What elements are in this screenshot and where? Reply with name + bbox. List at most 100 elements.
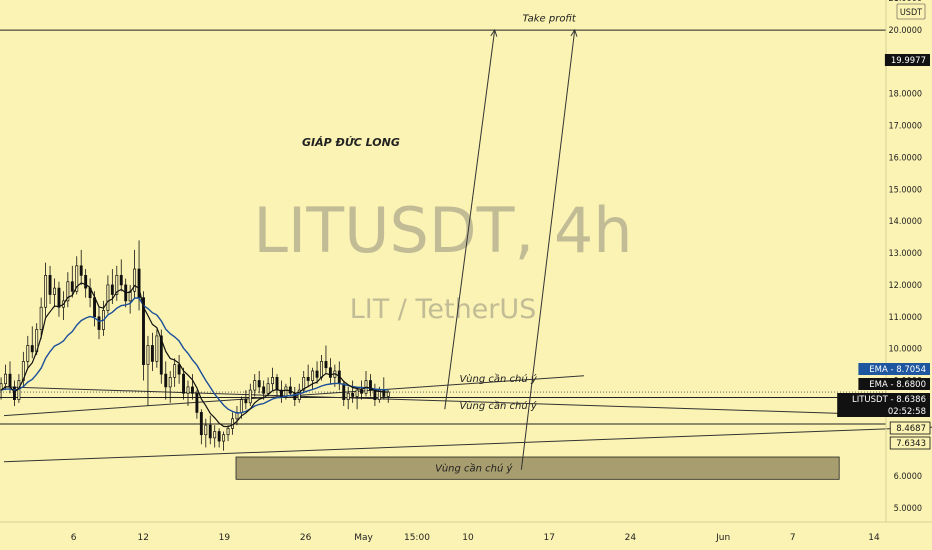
price-tag-box (884, 54, 930, 66)
candle-body (253, 380, 257, 391)
candle-body (8, 373, 12, 388)
candle-body (168, 376, 172, 388)
candle-body (79, 265, 83, 276)
candle-body (150, 345, 154, 362)
chart-annotation: Vùng cần chú ý (460, 400, 538, 412)
candle-body (386, 391, 390, 397)
price-tag-box (858, 378, 930, 390)
ema-blue-line (0, 297, 389, 414)
candle-body (248, 389, 252, 404)
candle-body (48, 275, 52, 295)
x-tick-label: May (354, 533, 373, 543)
x-tick-label: 17 (543, 533, 554, 543)
candle-body (360, 389, 364, 394)
candle-body (217, 431, 221, 442)
currency-label[interactable]: USDT (896, 3, 926, 20)
candle-body (266, 383, 270, 394)
candle-body (39, 306, 43, 330)
y-tick-label: 10.0000 (889, 345, 922, 355)
chart-annotation: Vùng cần chú ý (460, 373, 538, 385)
candle-body (84, 275, 88, 289)
price-tag: LITUSDT - 8.6386 02:52:58 (837, 393, 930, 417)
candle-body (4, 373, 7, 385)
attention-zone (235, 456, 840, 480)
author-label: GIÁP ĐỨC LONG (302, 136, 400, 149)
ema-lines (0, 282, 389, 428)
price-tag-label: 19.9977 (891, 56, 926, 66)
x-tick-label: 19 (219, 533, 231, 543)
candle-body (239, 399, 243, 413)
candle-body (173, 364, 177, 378)
candle-body (191, 386, 194, 394)
price-tag-label: 8.4687 (896, 424, 926, 434)
candle-body (75, 265, 79, 292)
candle-body (382, 389, 386, 397)
x-tick-label: 15:00 (404, 533, 430, 543)
candle-body (204, 424, 208, 436)
price-tag-box (858, 363, 930, 375)
candle-body (297, 389, 301, 401)
candle-body (226, 427, 230, 436)
candle-body (106, 284, 110, 311)
candle-body (280, 389, 283, 397)
candle-body (324, 361, 328, 369)
x-tick-label: 26 (300, 533, 312, 543)
y-tick-label: 21.0000 (889, 0, 922, 4)
arrow-line (520, 29, 576, 470)
trend-line (3, 386, 909, 417)
candle-body (262, 386, 266, 394)
candle-body (30, 345, 34, 353)
arrow-head (570, 28, 578, 37)
candle-body (146, 345, 150, 365)
x-tick-label: 10 (462, 533, 474, 543)
countdown-label: 02:52:58 (888, 407, 926, 417)
candle-body (133, 268, 137, 292)
candle-body (315, 370, 319, 378)
trend-line (3, 426, 932, 463)
candle-body (195, 392, 199, 413)
candle-body (53, 287, 56, 295)
annotations: Take profit Vùng cần chú ý Vùng cần chú ý V… (435, 13, 577, 474)
candle-body (373, 389, 377, 401)
candle-body (17, 380, 21, 401)
candle-body (302, 376, 306, 391)
candle-body (115, 275, 119, 295)
price-tag: EMA - 8.6800 (858, 378, 930, 390)
y-tick-label: 16.0000 (889, 153, 922, 163)
arrow-line (444, 29, 496, 410)
candle-body (355, 389, 359, 397)
candle-body (182, 373, 185, 394)
zone-layer (235, 456, 840, 480)
candle-body (199, 412, 203, 436)
x-tick-label: 14 (868, 533, 880, 543)
candle-body (57, 287, 61, 308)
x-tick-label: 24 (625, 533, 637, 543)
price-tag-box (837, 393, 930, 417)
candle-body (257, 380, 261, 388)
chart-annotation: Vùng cần chú ý (435, 462, 513, 474)
y-tick-label: 15.0000 (889, 185, 922, 195)
candle-body (44, 275, 48, 308)
price-tag-label: EMA - 8.7054 (869, 365, 926, 375)
ema-black-line (0, 282, 389, 428)
time-axis[interactable]: 6 12 19 26 May 15:00 10 17 24 Jun 7 14 (0, 521, 932, 543)
y-tick-label: 13.0000 (889, 249, 922, 259)
price-tag: 8.4687 (889, 421, 931, 435)
candle-body (119, 275, 123, 286)
candle-body (13, 386, 16, 401)
candle-body (186, 386, 190, 394)
candle-body (284, 386, 288, 397)
price-tag-label: EMA - 8.6800 (869, 380, 926, 390)
y-tick-label: 5.0000 (894, 504, 922, 514)
candle-body (351, 392, 355, 397)
candle-body (369, 380, 372, 391)
candle-body (110, 284, 114, 295)
x-tick-label: 7 (790, 533, 796, 543)
y-tick-label: 6.0000 (894, 472, 922, 482)
price-tag-box (889, 421, 931, 435)
watermark-symbol: LITUSDT, 4h (253, 194, 632, 267)
arrow-head (490, 28, 498, 37)
currency-text: USDT (900, 8, 922, 18)
y-tick-label: 17.0000 (889, 122, 922, 132)
